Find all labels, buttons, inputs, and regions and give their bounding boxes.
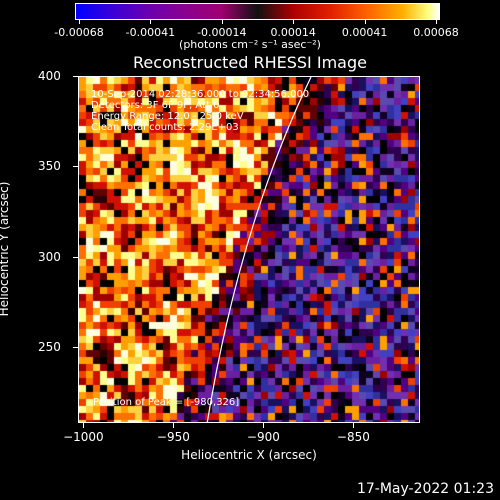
- colorbar-tick: [221, 20, 223, 24]
- image-plot-area: 10-Sep-2014 02:28:36.000 to 02:34:56.000…: [78, 76, 420, 423]
- colorbar-units: (photons cm⁻² s⁻¹ asec⁻²): [179, 38, 321, 51]
- y-axis-label: Heliocentric Y (arcsec): [0, 181, 11, 317]
- footer-date: 17-May-2022 01:23: [356, 481, 494, 497]
- peak-position-text: Position of Peak = [-980,326]: [93, 397, 240, 408]
- colorbar-tick: [293, 20, 295, 24]
- x-tick: [353, 423, 355, 428]
- x-axis-label: Heliocentric X (arcsec): [181, 448, 317, 462]
- y-tick: [73, 76, 78, 77]
- plot-title: Reconstructed RHESSI Image: [133, 53, 367, 72]
- info-detectors: Detectors: 3F 6F 9F, Att 0: [91, 100, 220, 111]
- rhessi-heatmap: [79, 77, 419, 422]
- solar-limb-line: [206, 77, 312, 422]
- y-tick-label: 400: [38, 69, 61, 83]
- x-tick-label: −900: [246, 430, 280, 444]
- info-total-counts: Clean Total counts: 2.29E+03: [91, 122, 239, 133]
- colorbar-tick: [364, 20, 366, 24]
- colorbar-tick: [79, 20, 80, 24]
- y-tick-label: 350: [38, 159, 61, 174]
- y-tick-label: 250: [38, 340, 61, 355]
- x-tick-label: −850: [336, 430, 370, 444]
- info-energy-range: Energy Range: 12.0 - 25.0 keV: [91, 111, 244, 122]
- y-tick: [73, 347, 78, 349]
- colorbar-tick-label: -0.00041: [125, 26, 176, 39]
- y-tick: [73, 166, 78, 168]
- x-tick: [263, 423, 265, 428]
- colorbar-tick-label: -0.00014: [197, 26, 247, 39]
- colorbar-tick: [436, 20, 437, 24]
- colorbar-tick-label: 0.00014: [270, 26, 316, 39]
- info-time-range: 10-Sep-2014 02:28:36.000 to 02:34:56.000: [91, 89, 310, 100]
- x-tick-label: −1000: [63, 430, 104, 444]
- colorbar-tick-label: -0.00068: [54, 26, 104, 39]
- limb-overlay: [206, 77, 312, 422]
- x-tick: [83, 423, 85, 428]
- y-tick-label: 300: [38, 249, 61, 264]
- x-tick: [173, 423, 175, 428]
- colorbar-tick: [150, 20, 152, 24]
- colorbar: [75, 3, 440, 20]
- x-tick-label: −950: [156, 430, 190, 444]
- colorbar-tick-label: 0.00068: [413, 26, 459, 39]
- y-tick: [73, 256, 78, 258]
- colorbar-tick-label: 0.00041: [341, 26, 388, 39]
